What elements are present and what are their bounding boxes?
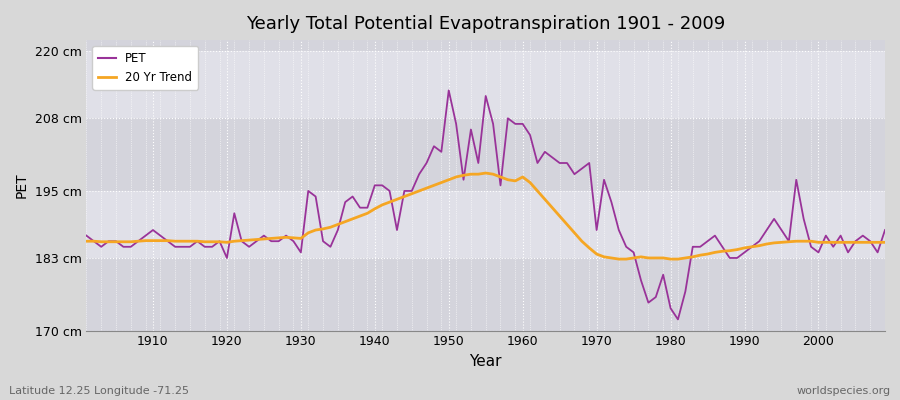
Text: Latitude 12.25 Longitude -71.25: Latitude 12.25 Longitude -71.25 (9, 386, 189, 396)
PET (525, 133, 535, 138)
Bar (86, 118, 885, 191)
20 Yr Trend (879, 240, 890, 245)
Y-axis label: PET: PET (15, 172, 29, 198)
PET (879, 228, 890, 232)
20 Yr Trend (614, 257, 625, 262)
20 Yr Trend (525, 180, 535, 185)
PET (518, 122, 528, 126)
PET (302, 188, 313, 193)
PET (672, 317, 683, 322)
PET (614, 228, 625, 232)
Line: 20 Yr Trend: 20 Yr Trend (86, 173, 885, 259)
Bar (86, 51, 885, 118)
20 Yr Trend (621, 257, 632, 262)
X-axis label: Year: Year (470, 354, 502, 369)
PET (444, 88, 454, 93)
Bar (86, 191, 885, 258)
20 Yr Trend (481, 171, 491, 176)
Text: worldspecies.org: worldspecies.org (796, 386, 891, 396)
20 Yr Trend (518, 174, 528, 179)
Bar (86, 40, 885, 51)
20 Yr Trend (302, 230, 313, 235)
Legend: PET, 20 Yr Trend: PET, 20 Yr Trend (93, 46, 198, 90)
20 Yr Trend (81, 239, 92, 244)
20 Yr Trend (347, 216, 358, 221)
PET (347, 194, 358, 199)
PET (81, 233, 92, 238)
PET (140, 233, 151, 238)
Bar (86, 258, 885, 330)
Line: PET: PET (86, 90, 885, 320)
Title: Yearly Total Potential Evapotranspiration 1901 - 2009: Yearly Total Potential Evapotranspiratio… (246, 15, 725, 33)
20 Yr Trend (140, 238, 151, 243)
